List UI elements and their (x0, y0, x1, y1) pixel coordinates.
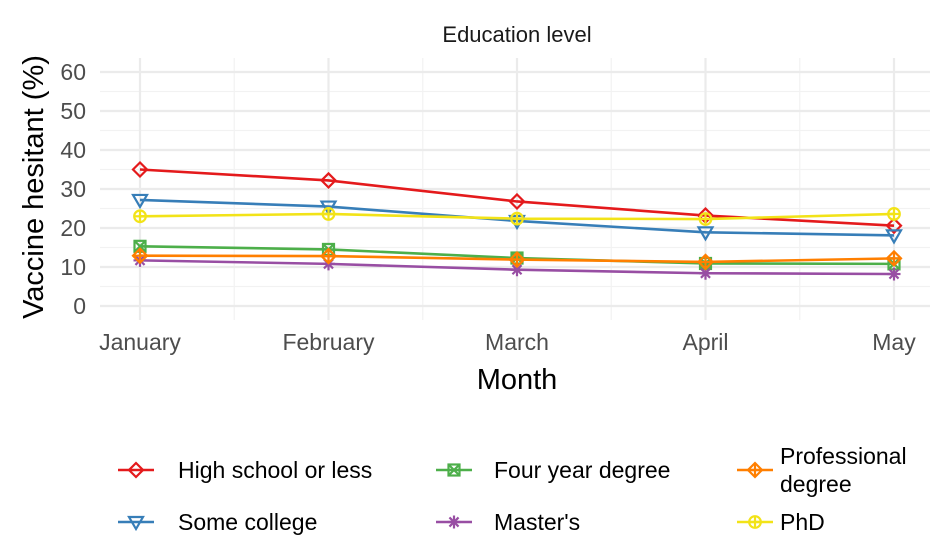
data-point-5-1 (321, 207, 336, 221)
data-point-1-1 (319, 200, 338, 216)
data-point-4-2 (508, 251, 526, 269)
data-point-4-3 (696, 253, 715, 271)
data-point-0-1 (319, 171, 338, 189)
x-tick-label: April (682, 329, 728, 355)
legend-label-4: degree (780, 471, 852, 497)
x-tick-label: March (485, 329, 549, 355)
series-markers (131, 160, 903, 281)
data-point-0-4 (885, 217, 903, 235)
legend-label-4: Professional (780, 443, 907, 469)
data-point-0-2 (508, 192, 526, 211)
legend-label-0: High school or less (178, 457, 372, 483)
legend-marker-5 (748, 515, 762, 529)
legend-label-3: Master's (494, 509, 580, 535)
y-tick-label: 0 (73, 293, 86, 319)
data-point-1-4 (885, 229, 903, 245)
x-tick-label: February (282, 329, 375, 355)
legend-key-0 (118, 461, 154, 479)
axes: 0 10 20 30 40 50 60 January February March April Ma… (60, 59, 916, 355)
data-point-0-0 (131, 160, 149, 179)
x-tick-label: January (99, 329, 181, 355)
data-point-5-4 (887, 207, 901, 221)
data-point-5-2 (510, 211, 524, 226)
legend-label-1: Some college (178, 509, 317, 535)
legend-key-4 (737, 461, 773, 479)
y-tick-label: 60 (60, 59, 86, 85)
grid-lines (100, 58, 930, 320)
legend-marker-4 (746, 461, 764, 479)
legend-label-2: Four year degree (494, 457, 670, 483)
data-point-5-3 (698, 212, 713, 226)
legend-label-5: PhD (780, 509, 825, 535)
series-line-0 (139, 168, 895, 227)
legend-marker-1 (127, 515, 145, 532)
data-point-4-1 (319, 247, 338, 265)
data-point-3-3 (699, 266, 712, 280)
y-tick-label: 50 (60, 98, 86, 124)
facet-title: Education level (442, 22, 591, 47)
data-point-4-0 (131, 247, 149, 265)
y-tick-label: 20 (60, 215, 86, 241)
y-tick-label: 10 (60, 254, 86, 280)
data-point-1-3 (696, 226, 715, 242)
y-axis-title: Vaccine hesitant (%) (18, 55, 50, 319)
data-point-1-0 (131, 193, 149, 210)
legend-marker-3 (447, 515, 461, 529)
legend-key-2 (436, 463, 472, 477)
legend: High school or less Four year degree Profe… (118, 443, 907, 535)
legend-key-3 (436, 515, 472, 529)
data-point-4-4 (885, 249, 903, 267)
x-tick-label: May (872, 329, 916, 355)
legend-marker-0 (127, 461, 145, 479)
data-point-5-0 (133, 209, 147, 224)
y-tick-label: 30 (60, 176, 86, 202)
legend-marker-2 (447, 463, 461, 477)
x-axis-title: Month (477, 364, 558, 396)
data-point-3-4 (887, 267, 901, 281)
legend-key-5 (737, 515, 773, 529)
y-tick-label: 40 (60, 137, 86, 163)
legend-key-1 (118, 515, 154, 532)
